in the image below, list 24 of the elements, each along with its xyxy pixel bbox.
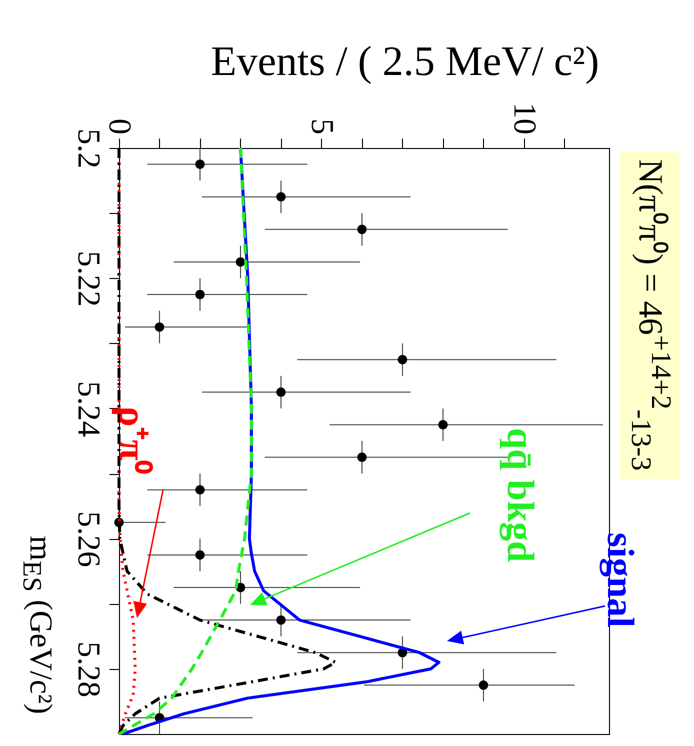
y-tick-label: 5.24	[72, 380, 108, 437]
point	[154, 322, 164, 332]
point	[195, 485, 205, 495]
point	[438, 420, 448, 430]
point	[195, 290, 205, 300]
text: qq̄ bkgd	[498, 428, 542, 562]
point	[398, 354, 408, 364]
x-axis-title: Events / ( 2.5 MeV/ c²)	[210, 38, 600, 86]
x-tick-label: 5	[304, 118, 341, 134]
point	[478, 680, 488, 690]
y-tick-label: 5.28	[72, 641, 108, 698]
point	[276, 192, 286, 202]
x-tick-label: 10	[507, 102, 544, 134]
point	[195, 550, 205, 560]
text: ρ⁺π⁰	[110, 406, 154, 474]
y-tick-label: 5.22	[72, 250, 108, 307]
text: signal	[598, 532, 642, 628]
point	[357, 452, 367, 462]
point	[276, 387, 286, 397]
y-tick-label: 5.26	[72, 511, 108, 568]
point	[276, 615, 286, 625]
point	[236, 257, 246, 267]
point	[195, 160, 205, 170]
point	[357, 224, 367, 234]
